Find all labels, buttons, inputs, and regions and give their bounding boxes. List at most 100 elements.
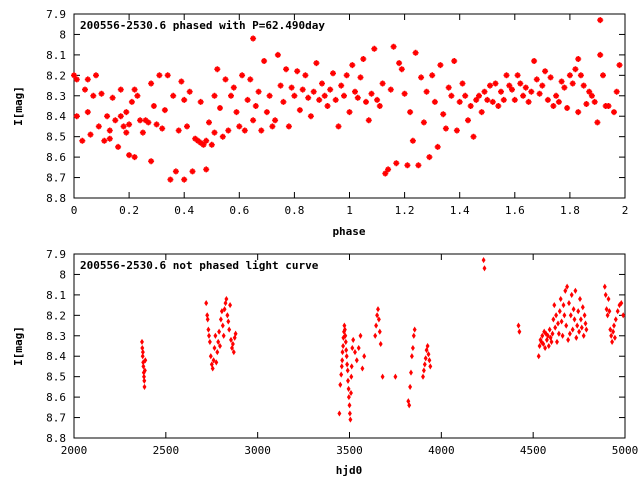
- data-point: [558, 295, 563, 303]
- data-point: [427, 357, 432, 364]
- data-point: [140, 349, 145, 356]
- y-tick-label: 8: [59, 268, 66, 281]
- data-point: [561, 302, 566, 309]
- data-point: [230, 340, 235, 348]
- data-point: [228, 92, 234, 99]
- data-point: [134, 92, 141, 99]
- data-point: [347, 410, 352, 417]
- data-point: [195, 137, 201, 144]
- data-point: [172, 168, 179, 175]
- data-point: [378, 340, 383, 348]
- data-point: [605, 103, 612, 109]
- data-point: [564, 105, 571, 111]
- data-point: [611, 109, 617, 116]
- data-point: [112, 117, 119, 124]
- data-point: [349, 62, 356, 69]
- data-point: [482, 265, 487, 272]
- data-point: [600, 72, 606, 79]
- data-point: [142, 117, 149, 124]
- data-point: [353, 349, 357, 356]
- data-point: [574, 334, 579, 341]
- data-point: [615, 308, 620, 315]
- data-point: [339, 363, 344, 370]
- data-point: [425, 342, 430, 350]
- y-tick-label: 8.5: [46, 131, 66, 144]
- data-point: [128, 98, 135, 105]
- data-point: [573, 287, 578, 294]
- data-point: [346, 109, 353, 116]
- data-point: [571, 306, 576, 313]
- data-point: [274, 51, 281, 58]
- y-axis-label-unphased: I[mag]: [12, 326, 25, 366]
- data-point: [142, 377, 147, 384]
- data-point: [148, 158, 155, 165]
- data-point: [305, 94, 312, 101]
- data-point: [339, 371, 344, 378]
- data-point: [291, 92, 298, 99]
- data-point: [528, 88, 535, 95]
- data-point: [324, 103, 331, 109]
- data-point: [346, 385, 351, 392]
- x-tick-label: 3000: [244, 444, 271, 457]
- data-point: [219, 308, 224, 315]
- data-point: [476, 92, 482, 99]
- data-point: [404, 162, 411, 169]
- data-point: [184, 123, 190, 130]
- data-point: [393, 160, 400, 167]
- data-point: [540, 332, 545, 339]
- data-point: [350, 344, 355, 352]
- data-point: [520, 92, 527, 99]
- data-point: [606, 295, 611, 303]
- data-point: [126, 152, 133, 159]
- data-point: [577, 72, 584, 79]
- data-point: [220, 322, 225, 329]
- data-point: [451, 58, 458, 64]
- data-point: [106, 135, 113, 142]
- data-point: [255, 88, 262, 95]
- data-point: [352, 88, 358, 95]
- data-point: [578, 295, 582, 303]
- data-point: [140, 353, 145, 360]
- data-point: [605, 312, 610, 319]
- data-point: [582, 312, 587, 319]
- data-point: [143, 357, 148, 364]
- data-point: [572, 66, 579, 73]
- data-point: [442, 125, 449, 132]
- x-tick-label: 2000: [61, 444, 88, 457]
- data-point: [563, 287, 568, 294]
- data-point: [552, 302, 557, 309]
- data-point: [412, 49, 419, 56]
- data-point: [181, 176, 188, 183]
- data-point: [377, 328, 382, 335]
- data-point: [610, 338, 615, 345]
- unphased-plot-panel: 200556-2530.6 not phased light curve hjd…: [12, 248, 638, 477]
- data-point: [123, 109, 130, 116]
- data-point: [581, 332, 586, 339]
- data-point: [181, 96, 188, 103]
- data-point: [153, 121, 160, 128]
- data-point: [109, 94, 116, 101]
- data-point: [558, 78, 565, 85]
- data-point: [545, 332, 550, 339]
- y-tick-label: 8.6: [46, 391, 66, 404]
- data-point: [566, 336, 571, 343]
- data-point: [465, 117, 471, 124]
- data-point: [360, 56, 367, 62]
- data-point: [420, 119, 427, 126]
- data-point: [288, 84, 295, 91]
- phased-plot-panel: 200556-2530.6 phased with P=62.490day ph…: [12, 8, 628, 238]
- data-point: [272, 117, 279, 124]
- data-point: [611, 328, 616, 335]
- data-point: [347, 402, 352, 409]
- data-point: [131, 154, 138, 161]
- data-point: [228, 302, 233, 309]
- data-point: [525, 98, 532, 105]
- data-point: [104, 113, 111, 120]
- data-point: [478, 109, 485, 116]
- data-point: [422, 361, 427, 368]
- axis-ticks-phased: 0 0.2 0.4 0.6 0.8 1 1.2 1.4 1.6 1.8 2 7.9 8 8.1 8.2 8.3…: [46, 8, 628, 217]
- data-point: [473, 96, 480, 103]
- data-point: [373, 332, 378, 339]
- data-point: [421, 373, 425, 380]
- data-point: [178, 78, 185, 85]
